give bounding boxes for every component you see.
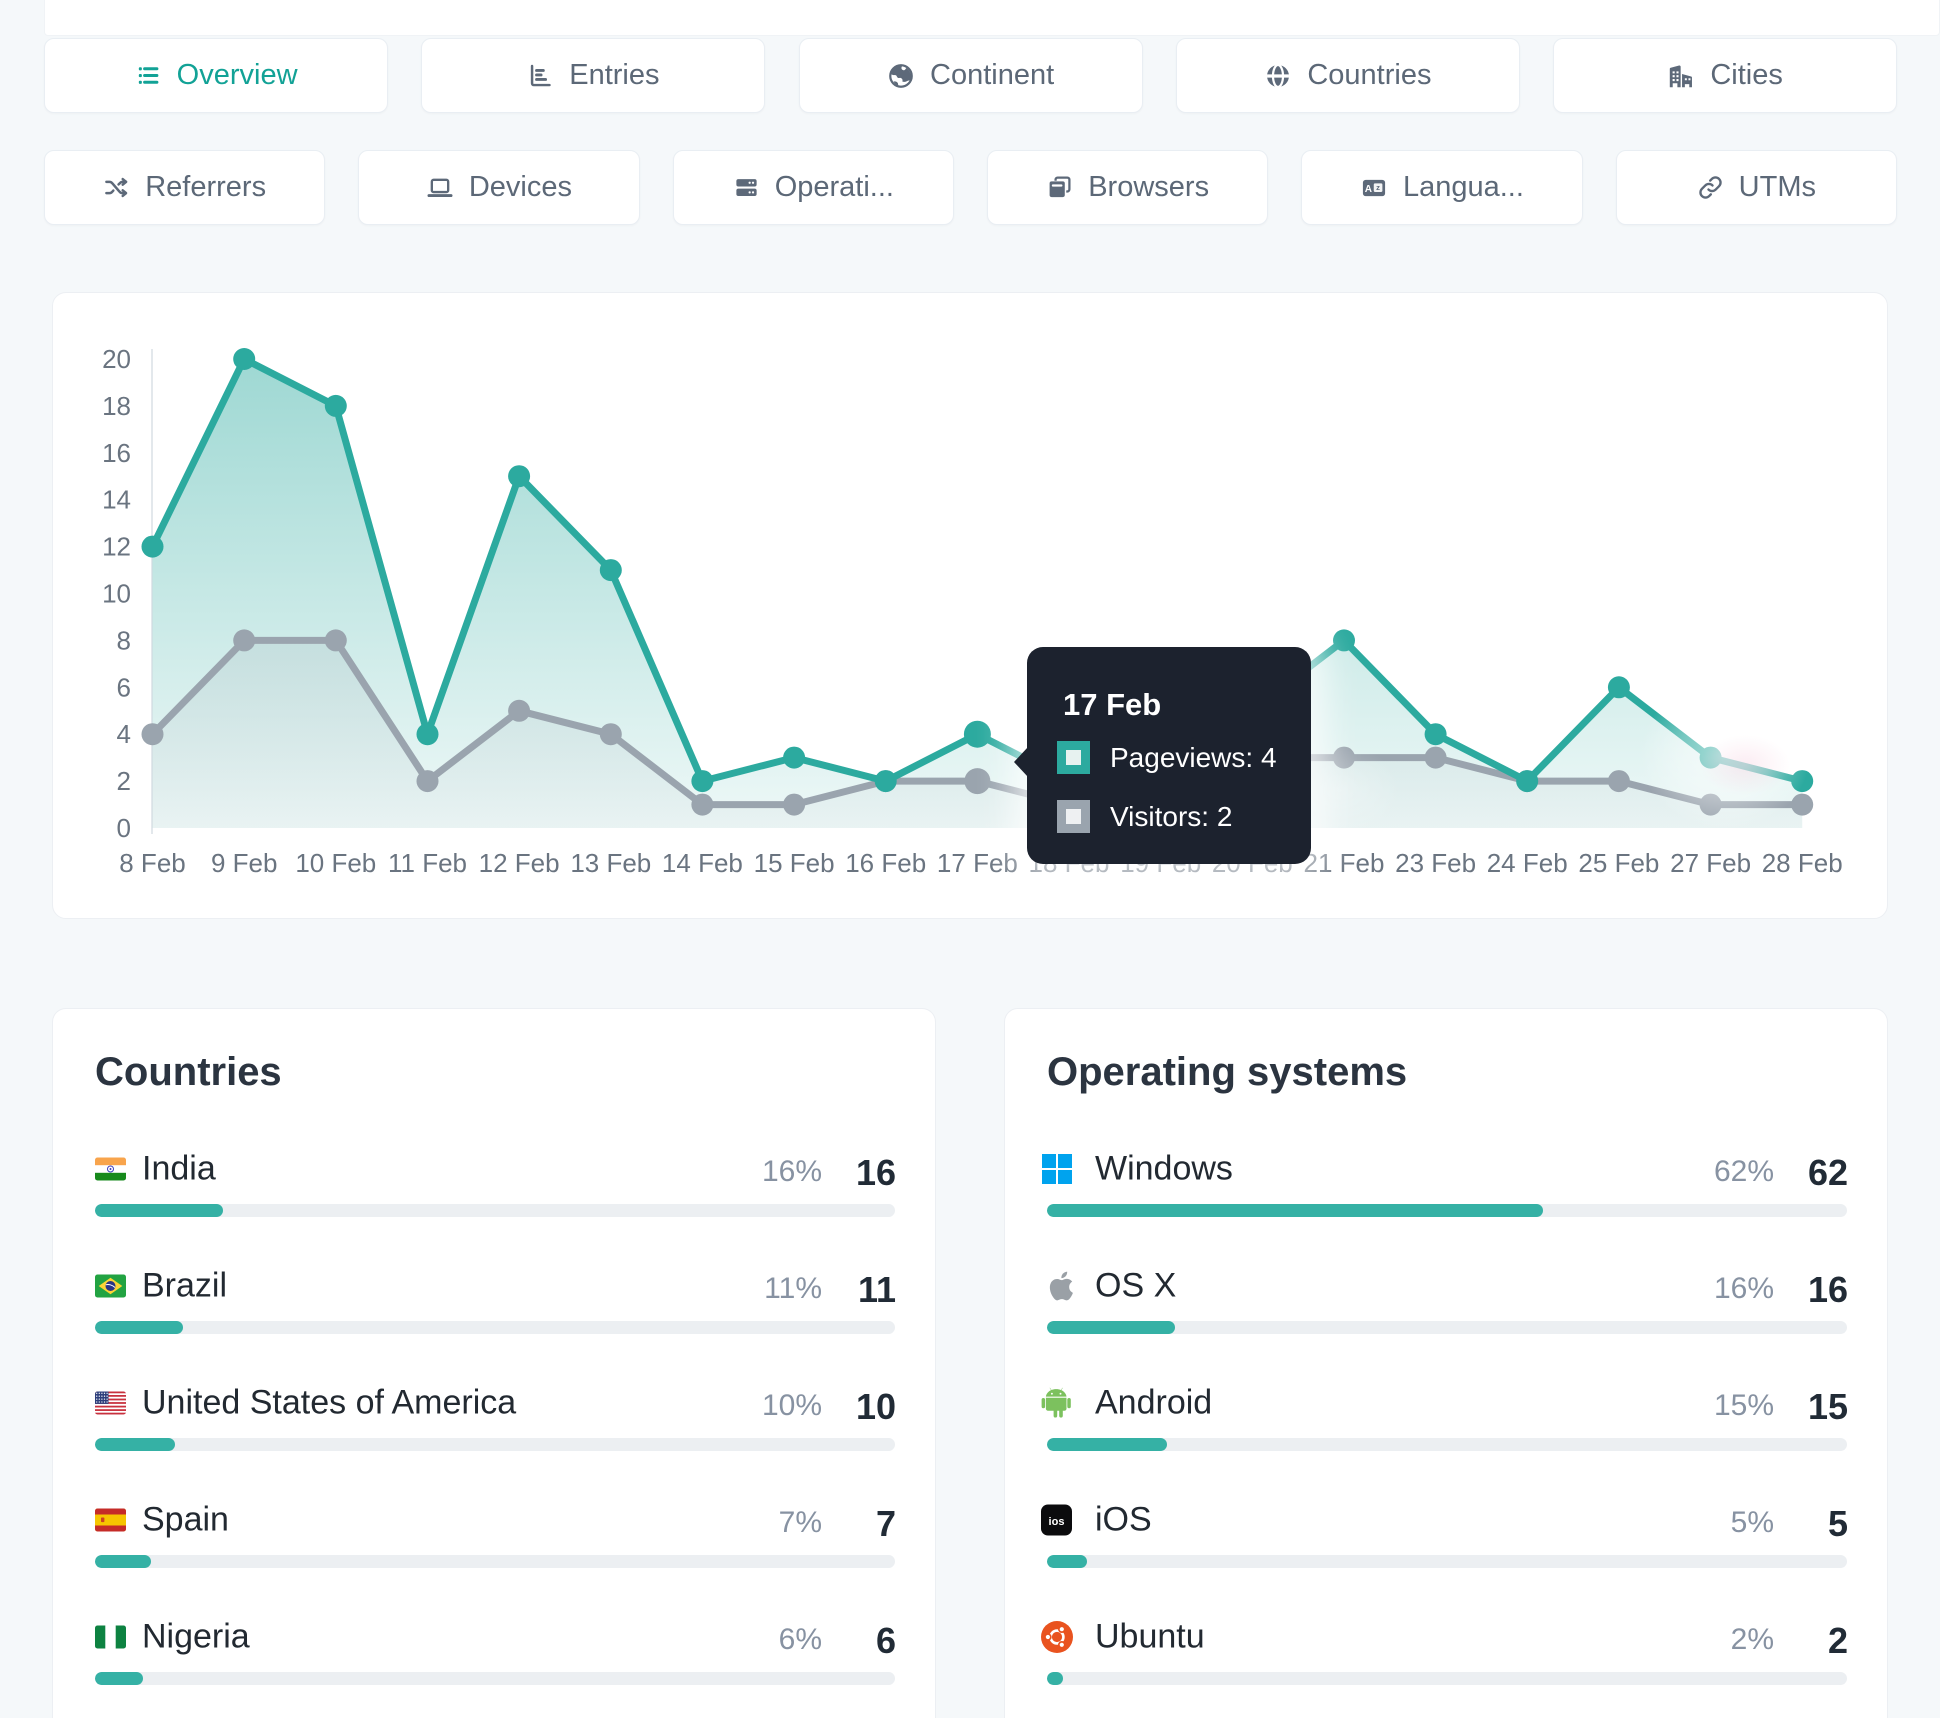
svg-text:6: 6	[117, 672, 131, 702]
svg-text:4: 4	[117, 719, 131, 749]
svg-text:25 Feb: 25 Feb	[1578, 848, 1659, 878]
svg-text:24 Feb: 24 Feb	[1487, 848, 1568, 878]
svg-text:2: 2	[117, 766, 131, 796]
svg-text:14 Feb: 14 Feb	[662, 848, 743, 878]
svg-text:ios: ios	[1049, 1516, 1065, 1528]
svg-text:10 Feb: 10 Feb	[295, 848, 376, 878]
svg-text:13 Feb: 13 Feb	[570, 848, 651, 878]
svg-text:8 Feb: 8 Feb	[119, 848, 186, 878]
svg-text:28 Feb: 28 Feb	[1762, 848, 1843, 878]
svg-text:18: 18	[102, 391, 131, 421]
svg-text:23 Feb: 23 Feb	[1395, 848, 1476, 878]
svg-text:0: 0	[117, 813, 131, 843]
svg-text:12 Feb: 12 Feb	[479, 848, 560, 878]
svg-text:A: A	[1365, 184, 1372, 195]
svg-text:27 Feb: 27 Feb	[1670, 848, 1751, 878]
svg-text:16 Feb: 16 Feb	[845, 848, 926, 878]
svg-text:z: z	[1376, 183, 1380, 192]
svg-text:10: 10	[102, 579, 131, 609]
svg-text:20: 20	[102, 344, 131, 374]
svg-text:14: 14	[102, 485, 131, 515]
svg-text:17 Feb: 17 Feb	[937, 848, 1018, 878]
svg-text:9 Feb: 9 Feb	[211, 848, 278, 878]
svg-text:8: 8	[117, 625, 131, 655]
svg-text:16: 16	[102, 438, 131, 468]
svg-text:11 Feb: 11 Feb	[388, 848, 467, 878]
svg-text:15 Feb: 15 Feb	[754, 848, 835, 878]
svg-text:12: 12	[102, 532, 131, 562]
svg-text:21 Feb: 21 Feb	[1304, 848, 1385, 878]
